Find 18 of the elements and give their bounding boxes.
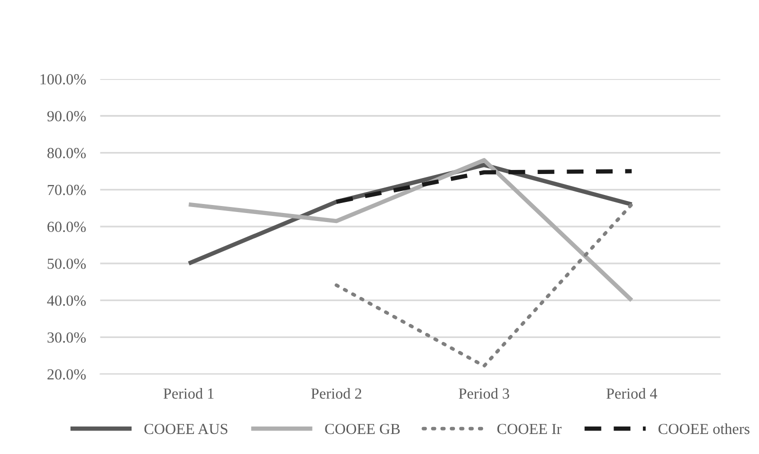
y-tick-label: 30.0% bbox=[48, 332, 86, 343]
y-tick-label: 20.0% bbox=[48, 369, 86, 380]
line-series bbox=[186, 158, 634, 302]
x-tick-label: Period 4 bbox=[606, 388, 658, 399]
legend-label: COOEE others bbox=[658, 423, 750, 434]
y-tick-label: 70.0% bbox=[48, 184, 86, 196]
legend-label: COOEE Ir bbox=[497, 424, 562, 434]
x-tick-label: Period 2 bbox=[311, 388, 362, 399]
x-tick-label: Period 3 bbox=[458, 388, 510, 399]
x-tick-label: Period 1 bbox=[164, 388, 214, 399]
legend-label: COOEE AUS bbox=[144, 424, 228, 434]
y-tick-label: 60.0% bbox=[47, 222, 86, 232]
y-tick-label: 100.0% bbox=[40, 74, 86, 85]
y-tick-label: 90.0% bbox=[47, 111, 86, 122]
y-tick-label: 80.0% bbox=[47, 148, 86, 158]
legend-label: COOEE GB bbox=[325, 424, 400, 434]
y-tick-label: 40.0% bbox=[47, 295, 86, 306]
y-tick-label: 50.0% bbox=[48, 258, 86, 269]
